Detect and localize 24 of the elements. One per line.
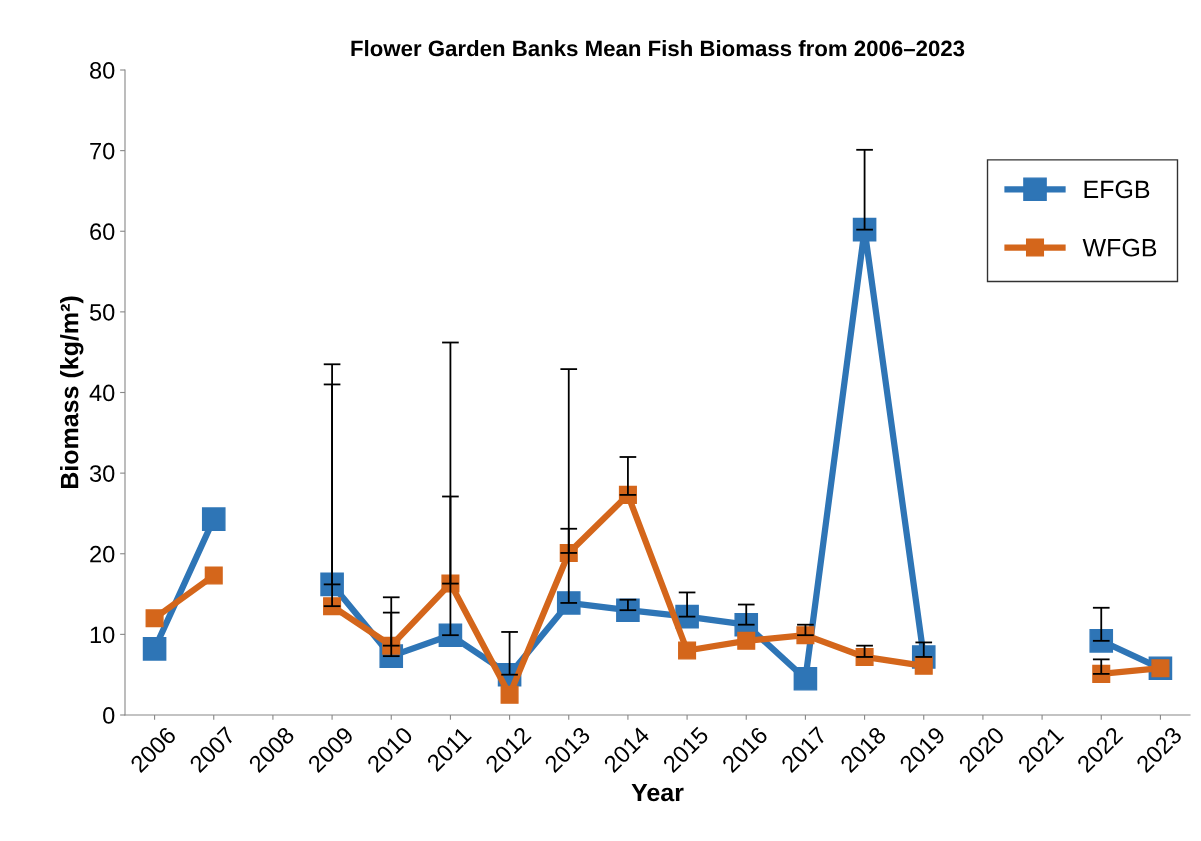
point [145, 609, 164, 628]
x-axis-title: Year [631, 783, 684, 802]
y-tick-label: 70 [90, 142, 115, 160]
y-tick-label: 0 [103, 707, 115, 724]
y-tick-label: 10 [90, 626, 115, 644]
y-tick-label: 60 [90, 223, 115, 241]
point [500, 685, 519, 704]
point [852, 217, 877, 242]
point [201, 507, 226, 531]
y-tick-label: 40 [89, 384, 115, 402]
chart-title: Flower Garden Banks Mean Fish Biomass from 2006–2023 [351, 40, 965, 57]
y-tick-label: 20 [90, 545, 115, 563]
point [438, 623, 463, 647]
y-tick-label: 50 [89, 303, 115, 321]
y-axis-title: Biomass (kg/m²) [60, 296, 84, 489]
point [793, 666, 818, 691]
legend-label: WFGB [1082, 238, 1157, 257]
point [678, 641, 697, 660]
y-tick-label: 30 [89, 465, 115, 482]
legend-label: EFGB [1084, 180, 1150, 199]
point [142, 637, 167, 661]
point [204, 566, 223, 585]
y-tick-label: 80 [90, 62, 115, 79]
point [737, 631, 756, 650]
